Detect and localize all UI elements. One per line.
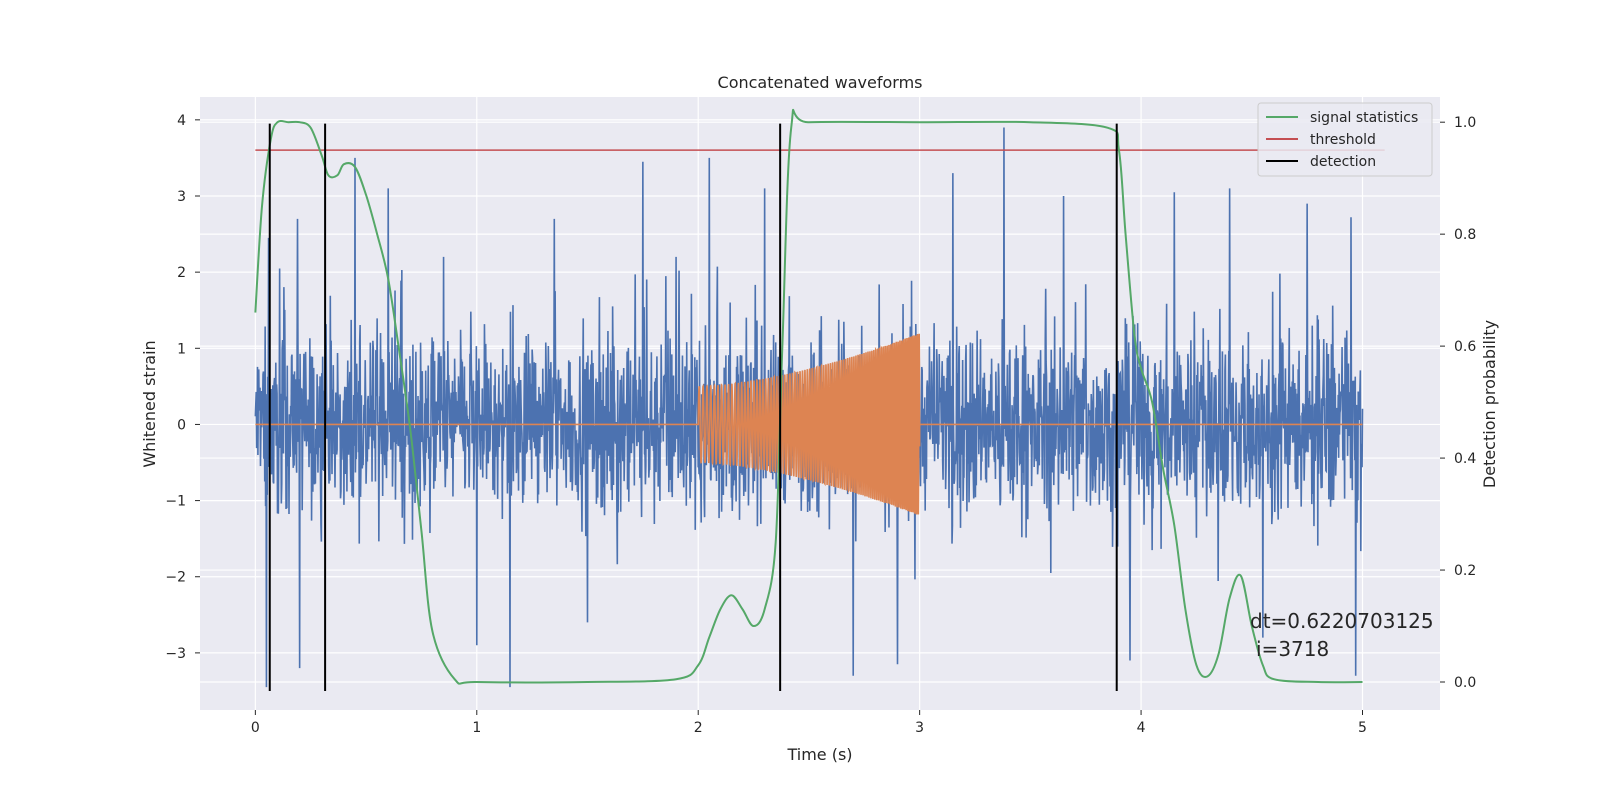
legend: signal statistics threshold detection <box>1257 102 1433 177</box>
legend-label: signal statistics <box>1310 110 1418 126</box>
x-tick-label: 5 <box>1358 720 1367 736</box>
series-signal-statistics <box>254 108 1363 685</box>
x-tick-label: 3 <box>915 720 924 736</box>
right-y-tick-label: 1.0 <box>1454 115 1476 131</box>
x-tick-label: 0 <box>251 720 260 736</box>
ticks: 0 1 2 3 4 5 −3 −2 −1 0 1 2 3 4 0.0 0.2 0.4 0.6 0.8 1.0 <box>165 113 1476 736</box>
right-y-tick-label: 0.8 <box>1454 227 1476 243</box>
y-tick-label: −2 <box>165 570 186 586</box>
right-y-tick-label: 0.2 <box>1454 563 1476 579</box>
legend-label: threshold <box>1310 132 1376 148</box>
series-injected-chirp <box>255 333 1363 515</box>
x-tick-label: 2 <box>694 720 703 736</box>
right-y-tick-label: 0.0 <box>1454 675 1476 691</box>
y-tick-label: 1 <box>177 341 186 357</box>
y-tick-label: −1 <box>165 494 186 510</box>
right-y-tick-label: 0.6 <box>1454 339 1476 355</box>
y-tick-label: 4 <box>177 113 186 129</box>
y-axis-label: Whitened strain <box>140 340 159 467</box>
annotation-dt: dt=0.6220703125 <box>1250 609 1434 633</box>
x-axis-label: Time (s) <box>786 745 852 764</box>
x-tick-label: 4 <box>1137 720 1146 736</box>
right-y-axis-label: Detection probability <box>1480 320 1499 488</box>
right-y-tick-label: 0.4 <box>1454 451 1476 467</box>
chart-title: Concatenated waveforms <box>718 73 923 92</box>
y-tick-label: 3 <box>177 189 186 205</box>
annotation-i: i=3718 <box>1256 637 1329 661</box>
x-tick-label: 1 <box>472 720 481 736</box>
y-tick-label: −3 <box>165 646 186 662</box>
series-layer <box>254 108 1385 691</box>
y-tick-label: 2 <box>177 265 186 281</box>
legend-label: detection <box>1310 154 1376 170</box>
legend-box <box>1257 102 1433 177</box>
y-tick-label: 0 <box>177 417 186 433</box>
